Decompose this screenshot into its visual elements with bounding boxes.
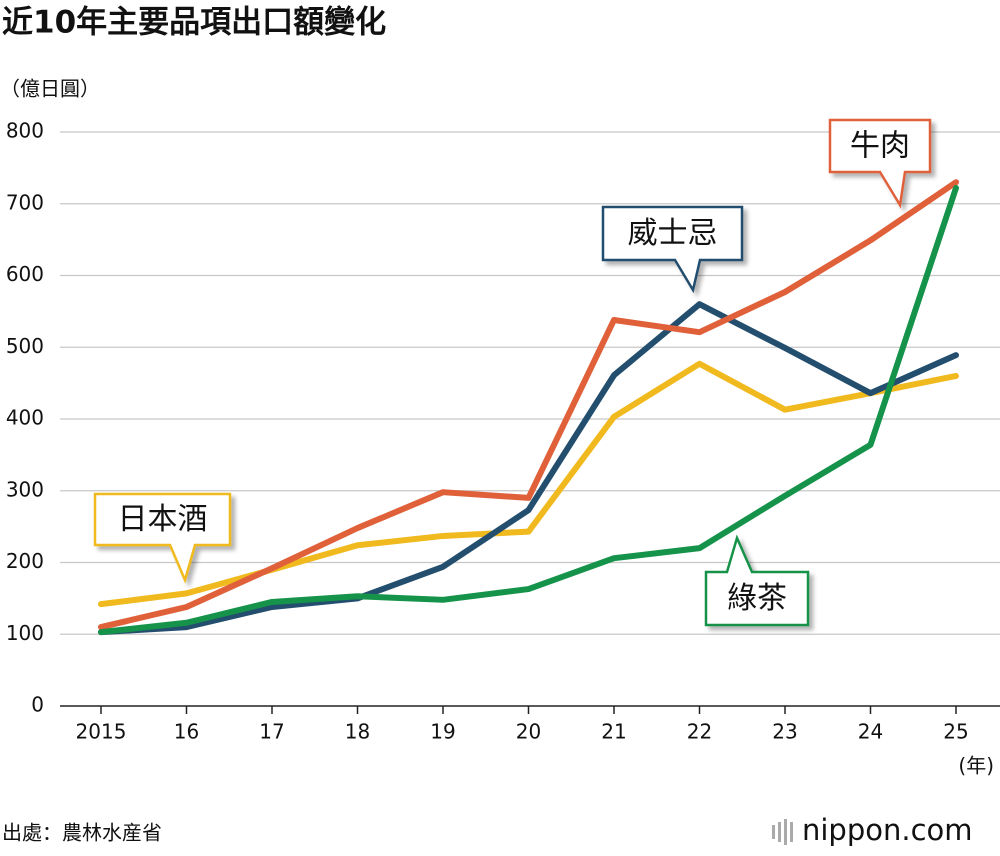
line [98,360,959,608]
x-tick-label: 18 [345,720,370,744]
callout-box [601,205,744,294]
y-tick-label: 300 [6,477,44,501]
callout-box [93,492,232,584]
legend-label: 綠茶 [727,581,787,616]
x-tick-label: 2015 [76,720,127,744]
x-tick-label: 22 [687,720,712,744]
callout-box [828,118,932,209]
x-tick-label: 20 [516,720,541,744]
x-tick-label: 23 [772,720,797,744]
legend-label: 日本酒 [118,502,208,537]
callout-box [704,534,810,627]
x-tick-label: 19 [430,720,455,744]
legend-label: 牛肉 [850,129,910,164]
legend-label: 威士忌 [628,216,718,251]
x-tick-label: 21 [601,720,626,744]
logo: nippon.com [802,813,973,847]
y-tick-label: 200 [6,549,44,573]
y-axis-label: （億日圓） [0,77,100,101]
y-tick-label: 800 [6,119,44,143]
line [98,184,959,636]
x-tick-label: 16 [174,720,199,744]
chart-title: 近10年主要品項出口額變化 [2,5,386,41]
y-tick-label: 700 [6,190,44,214]
line [98,301,959,636]
source: 出處：農林水産省 [2,821,162,845]
y-tick-label: 100 [6,621,44,645]
y-tick-label: 500 [6,334,44,358]
x-tick-label: 25 [943,720,968,744]
y-tick-label: 600 [6,262,44,286]
x-tick-label: 17 [259,720,284,744]
line [98,179,959,631]
y-tick-label: 0 [31,693,44,717]
x-axis-label: (年) [958,754,994,778]
y-tick-label: 400 [6,406,44,430]
x-tick-label: 24 [858,720,883,744]
logo-icon [772,819,793,845]
